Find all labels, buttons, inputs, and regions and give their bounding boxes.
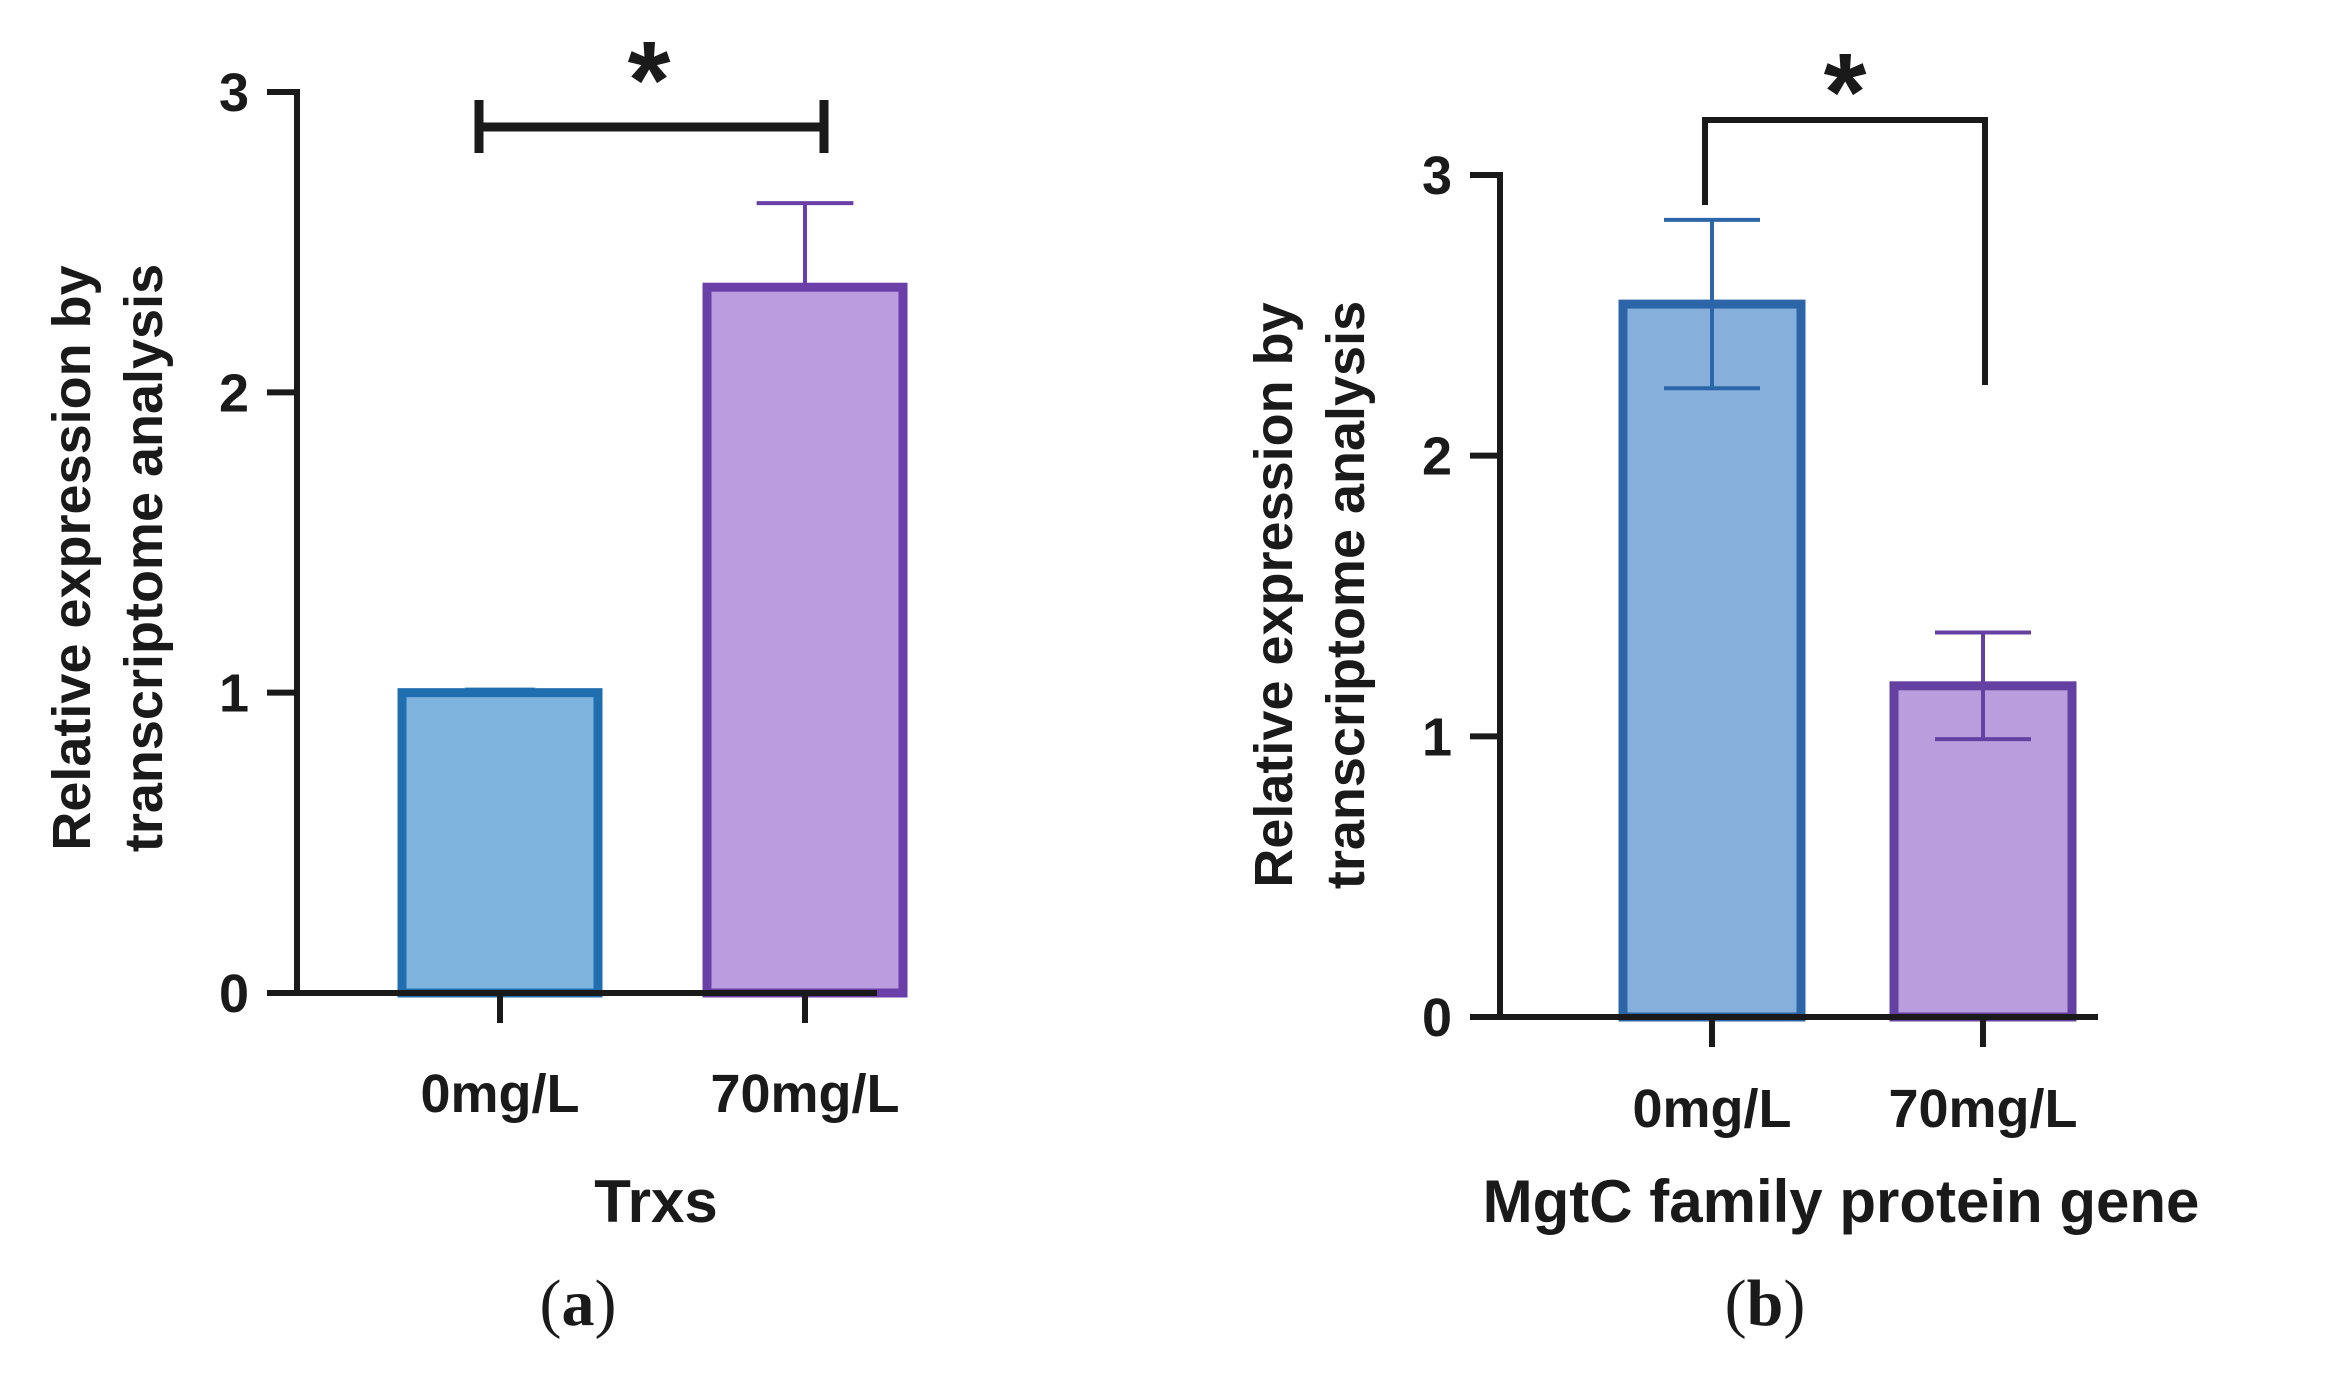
y-axis-a: 0 1 2 3 xyxy=(219,63,300,1024)
y-axis-title-line-2: transcriptome analysis xyxy=(1316,301,1376,889)
error-bars-a xyxy=(464,201,854,693)
y-axis-title-line-1: Relative expression by xyxy=(42,265,102,850)
x-tick-label: 0mg/L xyxy=(1632,1079,1791,1139)
x-axis-a xyxy=(294,990,877,1023)
y-axis-title-line-1: Relative expression by xyxy=(1244,302,1304,887)
panel-label-a: (a) xyxy=(540,1267,617,1340)
panel-label-b: (b) xyxy=(1725,1267,1806,1340)
bar-0mg-l xyxy=(1618,299,1806,1022)
y-axis-b: 0 1 2 3 xyxy=(1422,146,1503,1048)
significance-marker-b: * xyxy=(1702,31,1988,385)
y-ticks-b: 0 1 2 3 xyxy=(1422,146,1500,1048)
significance-star: * xyxy=(1824,31,1867,154)
y-tick-label: 1 xyxy=(1422,707,1452,767)
bars-a xyxy=(397,282,908,998)
x-axis-b xyxy=(1497,1014,2098,1047)
x-axis-title: MgtC family protein gene xyxy=(1483,1168,2200,1235)
panel-label-b-letter: b xyxy=(1747,1267,1784,1340)
y-tick-label: 3 xyxy=(1422,146,1452,206)
y-tick-label: 2 xyxy=(219,363,249,423)
y-tick-label: 0 xyxy=(219,964,249,1024)
significance-marker-a: * xyxy=(474,19,829,153)
bar-70mg-l xyxy=(702,282,908,998)
x-ticks-b xyxy=(1709,1017,1986,1047)
bar-0mg-l xyxy=(397,688,603,998)
x-axis-title: Trxs xyxy=(594,1168,717,1235)
chart-panel-b: 0 1 2 3 0mg/L 70mg/L MgtC family protein ge… xyxy=(1244,31,2199,1340)
y-tick-label: 1 xyxy=(219,664,249,724)
error-bars-b xyxy=(1664,217,2031,742)
x-tick-label: 70mg/L xyxy=(1888,1079,2077,1139)
x-tick-label: 70mg/L xyxy=(710,1064,899,1124)
significance-star: * xyxy=(628,19,671,142)
y-axis-title-line-2: transcriptome analysis xyxy=(114,264,174,852)
bars-b xyxy=(1618,299,2077,1022)
y-tick-label: 0 xyxy=(1422,988,1452,1048)
y-ticks-a: 0 1 2 3 xyxy=(219,63,297,1024)
y-tick-label: 2 xyxy=(1422,427,1452,487)
significance-bracket xyxy=(1702,117,1988,385)
x-ticks-a xyxy=(497,993,808,1023)
y-tick-label: 3 xyxy=(219,63,249,123)
panel-label-a-letter: a xyxy=(562,1267,595,1340)
x-tick-label: 0mg/L xyxy=(420,1064,579,1124)
chart-panel-a: 0 1 2 3 0mg/L 70mg/L Trxs Relative expressi… xyxy=(42,19,908,1340)
